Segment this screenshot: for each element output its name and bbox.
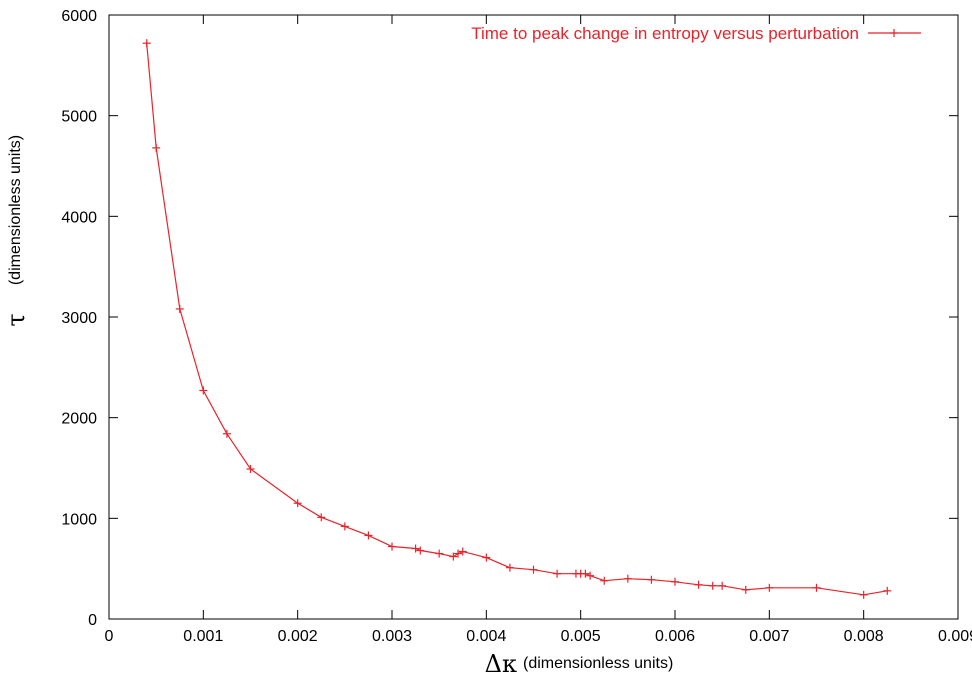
data-point — [741, 585, 750, 594]
x-tick-label: 0.006 — [655, 628, 695, 645]
data-point — [175, 304, 184, 313]
data-point — [246, 465, 255, 474]
x-ticks: 0 0.001 0.002 0.003 0.004 0.005 0.006 0.007 0.00… — [105, 15, 972, 645]
data-point — [859, 590, 868, 599]
data-point — [152, 143, 161, 152]
x-tick-label: 0.008 — [844, 628, 884, 645]
y-tick-label: 3000 — [61, 310, 97, 327]
y-tick-label: 4000 — [61, 209, 97, 226]
data-point — [718, 581, 727, 590]
x-tick-label: 0 — [105, 628, 114, 645]
data-point — [812, 583, 821, 592]
data-point — [411, 544, 420, 553]
legend-marker — [890, 29, 898, 37]
data-point — [482, 553, 491, 562]
data-point — [581, 569, 590, 578]
data-point — [586, 571, 595, 580]
x-tick-label: 0.005 — [561, 628, 601, 645]
series-group — [142, 39, 892, 599]
data-point — [883, 586, 892, 595]
plot-frame — [108, 14, 959, 620]
x-tick-label: 0.007 — [749, 628, 789, 645]
x-tick-label: 0.003 — [372, 628, 412, 645]
data-point — [454, 549, 463, 558]
data-point — [340, 522, 349, 531]
y-axis-unit: (dimensionless units) — [7, 135, 24, 285]
y-axis-symbol: τ — [2, 313, 30, 326]
data-point — [142, 39, 151, 48]
data-point — [449, 552, 458, 561]
data-point — [416, 546, 425, 555]
data-point — [708, 581, 717, 590]
data-point — [765, 583, 774, 592]
legend-point — [890, 29, 898, 37]
data-point — [293, 499, 302, 508]
data-point — [671, 577, 679, 586]
y-tick-label: 5000 — [61, 109, 97, 126]
data-point — [600, 576, 609, 585]
x-tick-label: 0.009 — [938, 628, 972, 645]
y-tick-label: 0 — [88, 612, 97, 629]
y-tick-label: 1000 — [61, 511, 97, 528]
data-point — [505, 563, 514, 572]
data-point — [623, 574, 632, 583]
data-point — [694, 580, 703, 589]
y-ticks: 0 1000 2000 3000 4000 5000 6000 — [61, 8, 958, 629]
data-point — [435, 549, 444, 558]
data-point — [553, 569, 562, 578]
legend-label: Time to peak change in entropy versus pe… — [471, 24, 859, 43]
data-point — [364, 531, 373, 540]
series-line — [146, 43, 888, 596]
data-point — [647, 575, 656, 584]
x-axis-unit: (dimensionless units) — [523, 655, 673, 672]
x-tick-label: 0.002 — [278, 628, 318, 645]
y-tick-label: 6000 — [61, 8, 97, 25]
data-point — [222, 429, 231, 438]
x-axis-symbol: Δκ — [485, 650, 517, 678]
data-point — [199, 386, 208, 395]
data-point — [458, 547, 467, 556]
x-tick-label: 0.004 — [466, 628, 506, 645]
y-tick-label: 2000 — [61, 411, 97, 428]
x-tick-label: 0.001 — [183, 628, 223, 645]
data-point — [388, 542, 396, 551]
legend: Time to peak change in entropy versus pe… — [471, 24, 921, 43]
data-point — [529, 565, 538, 574]
data-point — [317, 513, 326, 522]
